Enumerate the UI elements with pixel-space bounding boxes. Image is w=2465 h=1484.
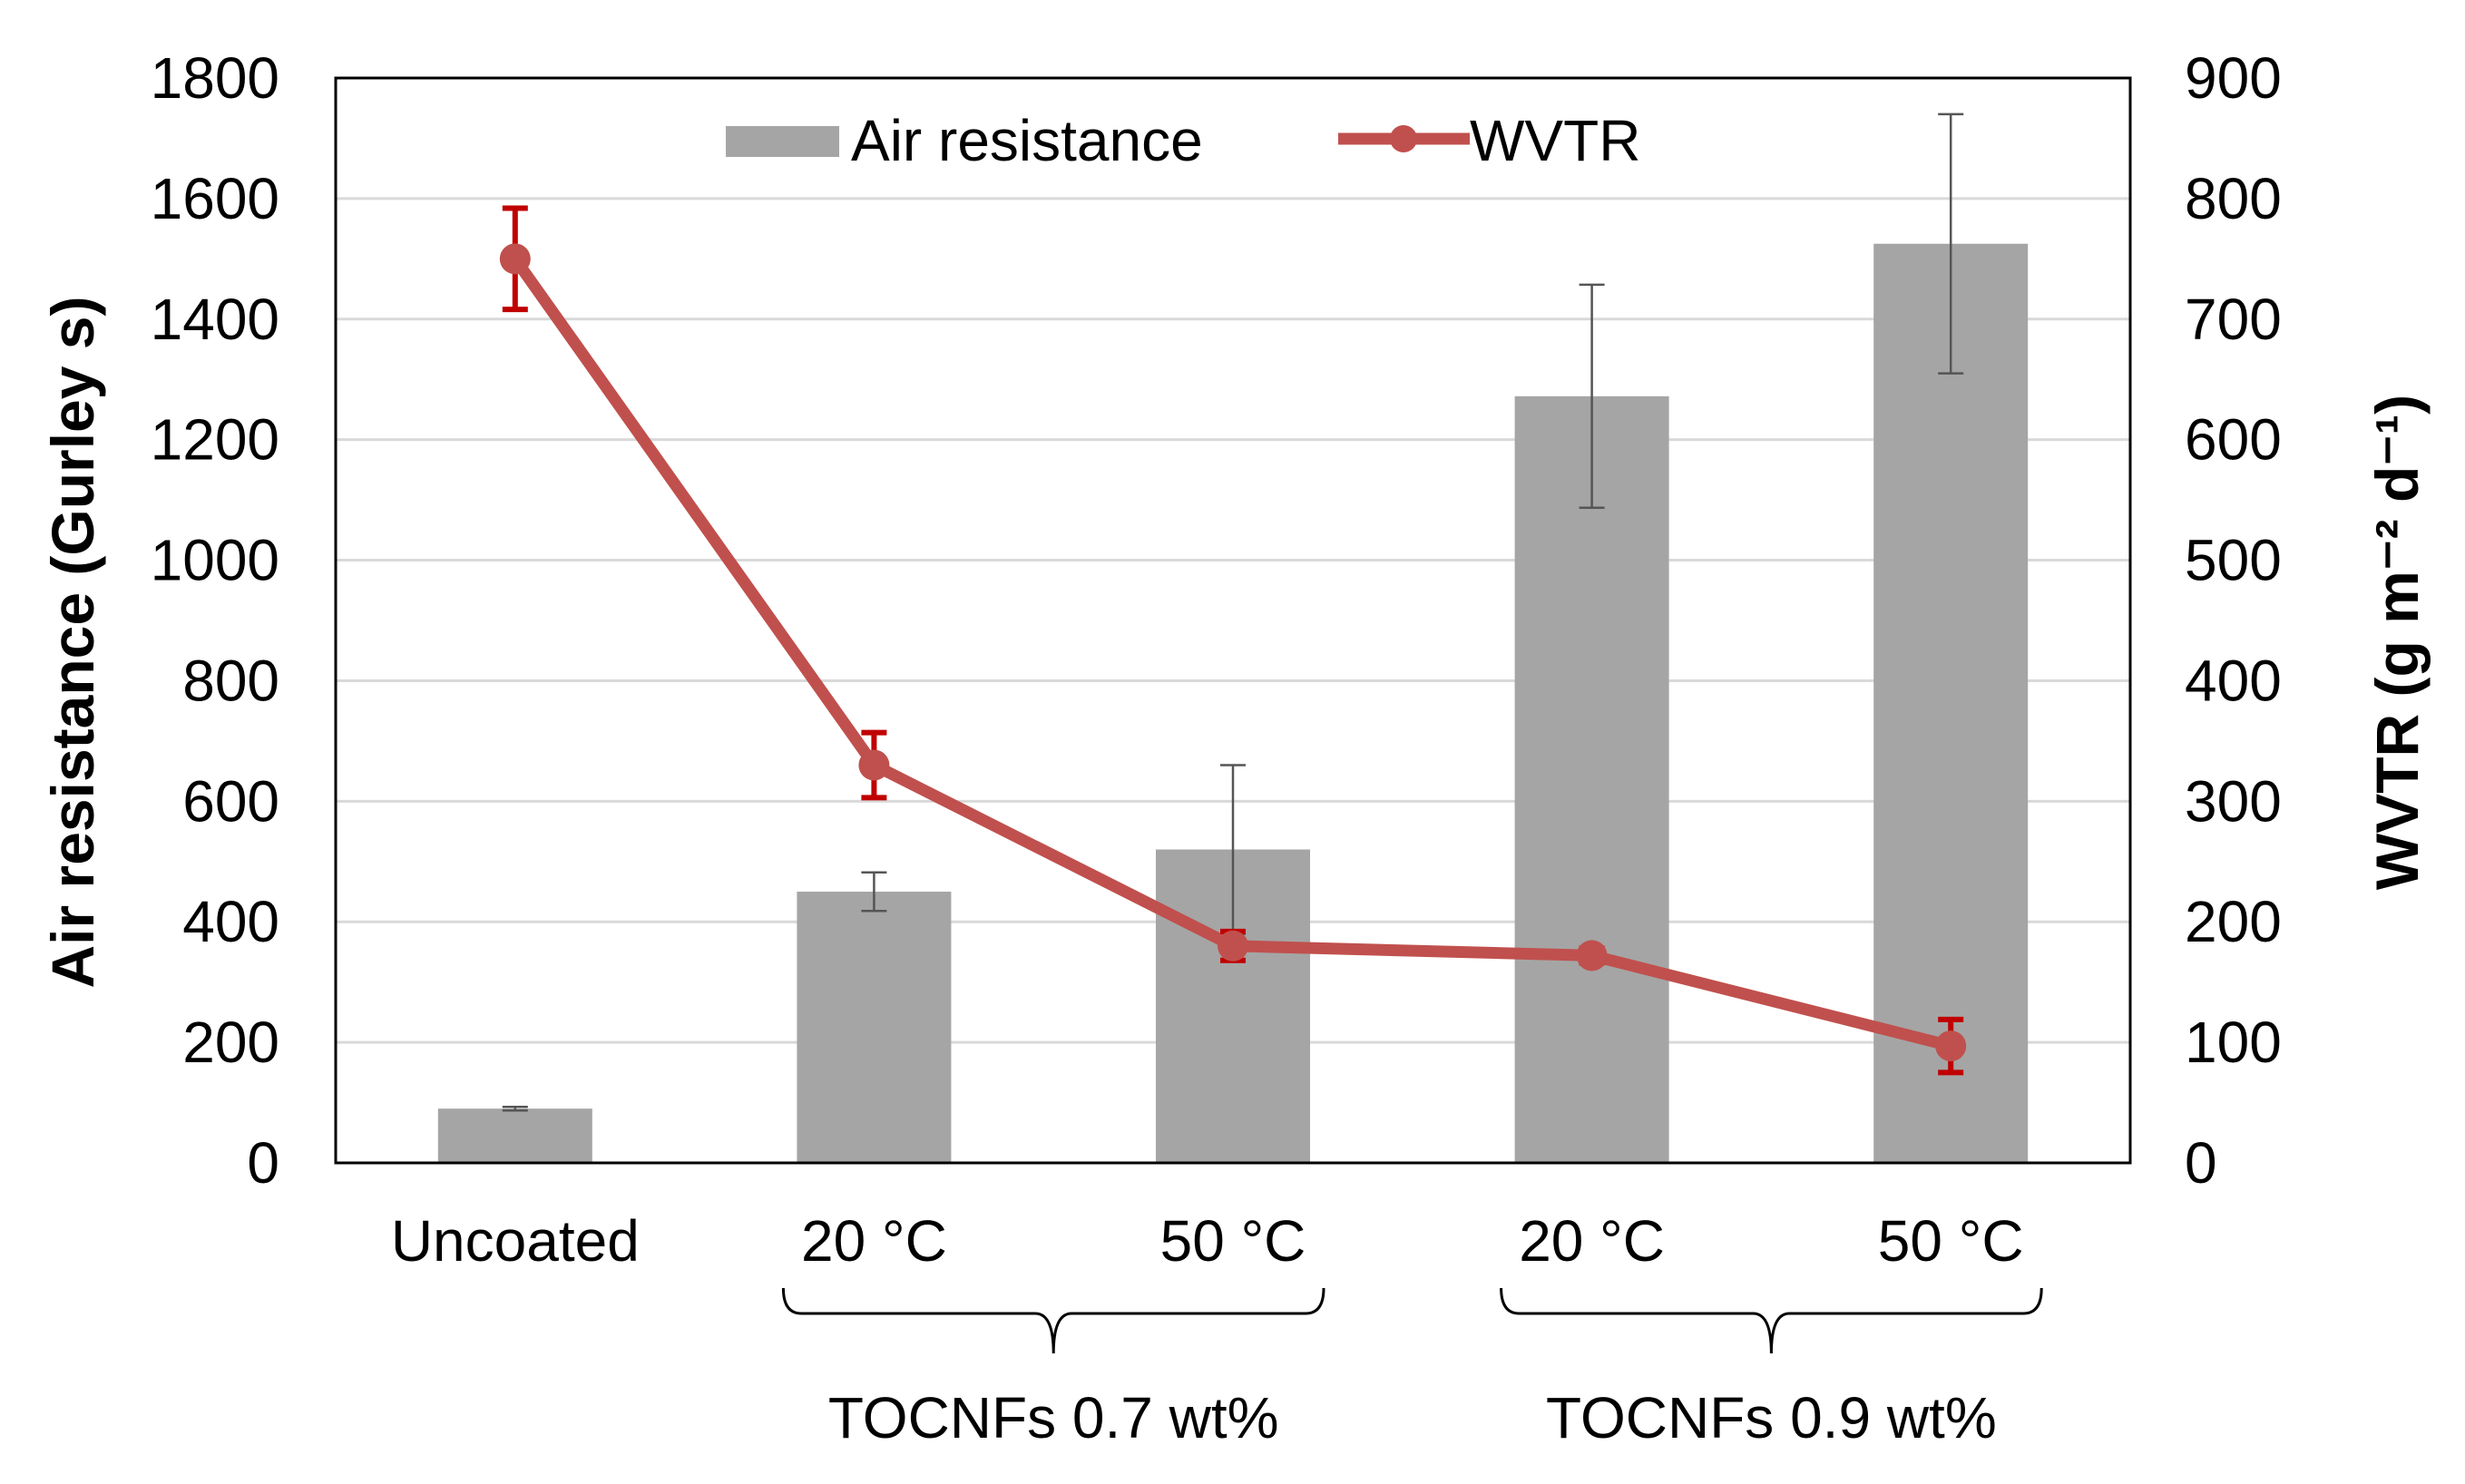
legend-label-wvtr: WVTR (1470, 108, 1640, 173)
y2-tick-label: 600 (2185, 407, 2282, 473)
bar (1873, 243, 2029, 1163)
y2-tick-label: 100 (2185, 1010, 2282, 1075)
line-markers (499, 243, 1967, 1062)
x-tick-label: 50 °C (1878, 1208, 2024, 1274)
group-bracket (1500, 1287, 2043, 1354)
y2-tick-label: 0 (2185, 1130, 2217, 1196)
bar-error-bars (502, 112, 1964, 1112)
y2-tick-label: 400 (2185, 648, 2282, 713)
y-tick-label: 1400 (151, 287, 279, 352)
bar (797, 892, 952, 1163)
y-tick-label: 1800 (151, 45, 279, 111)
left-y-axis-title: Air resistance (Gurley s) (39, 297, 106, 989)
group-bracket (781, 1287, 1325, 1354)
x-tick-label: 50 °C (1160, 1208, 1306, 1274)
y-tick-label: 0 (247, 1130, 279, 1196)
y-tick-label: 1600 (151, 166, 279, 231)
y-tick-label: 200 (182, 1010, 279, 1075)
y2-tick-label: 800 (2185, 166, 2282, 231)
legend: Air resistance WVTR (726, 108, 1640, 173)
wvtr-marker (858, 749, 890, 781)
plot-area-border (334, 76, 2132, 1165)
bar (1514, 395, 1669, 1163)
x-tick-label: Uncoated (391, 1208, 640, 1274)
y2-tick-label: 500 (2185, 528, 2282, 593)
y2-tick-label: 300 (2185, 768, 2282, 834)
wvtr-marker (1218, 930, 1248, 962)
x-tick-label: 20 °C (801, 1208, 947, 1274)
group-label: TOCNFs 0.7 wt% (828, 1385, 1279, 1450)
legend-label-air-resistance: Air resistance (851, 108, 1203, 173)
wvtr-marker (1576, 940, 1608, 971)
left-y-axis-ticks: 0 200 400 600 800 1000 1200 1400 1600 1800 (151, 45, 279, 1196)
group-label: TOCNFs 0.9 wt% (1546, 1385, 1997, 1450)
y2-tick-label: 700 (2185, 287, 2282, 352)
y-tick-label: 1200 (151, 407, 279, 473)
x-tick-label: 20 °C (1519, 1208, 1665, 1274)
legend-swatch-wvtr-marker (1390, 125, 1417, 152)
group-brackets: TOCNFs 0.7 wt% TOCNFs 0.9 wt% (781, 1287, 2043, 1450)
y2-tick-label: 900 (2185, 45, 2282, 111)
legend-swatch-air-resistance (726, 126, 839, 157)
y-tick-label: 1000 (151, 528, 279, 593)
x-axis-category-labels: Uncoated 20 °C 50 °C 20 °C 50 °C (391, 1208, 2024, 1274)
right-y-axis-ticks: 0 100 200 300 400 500 600 700 800 900 (2185, 45, 2282, 1196)
y-tick-label: 400 (182, 889, 279, 954)
right-y-axis-title: WVTR (g m⁻² d⁻¹) (2363, 395, 2431, 890)
bar-series (437, 243, 2029, 1163)
y-tick-label: 600 (182, 768, 279, 834)
y-tick-label: 800 (182, 648, 279, 713)
wvtr-marker (499, 243, 531, 275)
wvtr-marker (1935, 1030, 1967, 1062)
y2-tick-label: 200 (2185, 889, 2282, 954)
bar (437, 1108, 592, 1163)
